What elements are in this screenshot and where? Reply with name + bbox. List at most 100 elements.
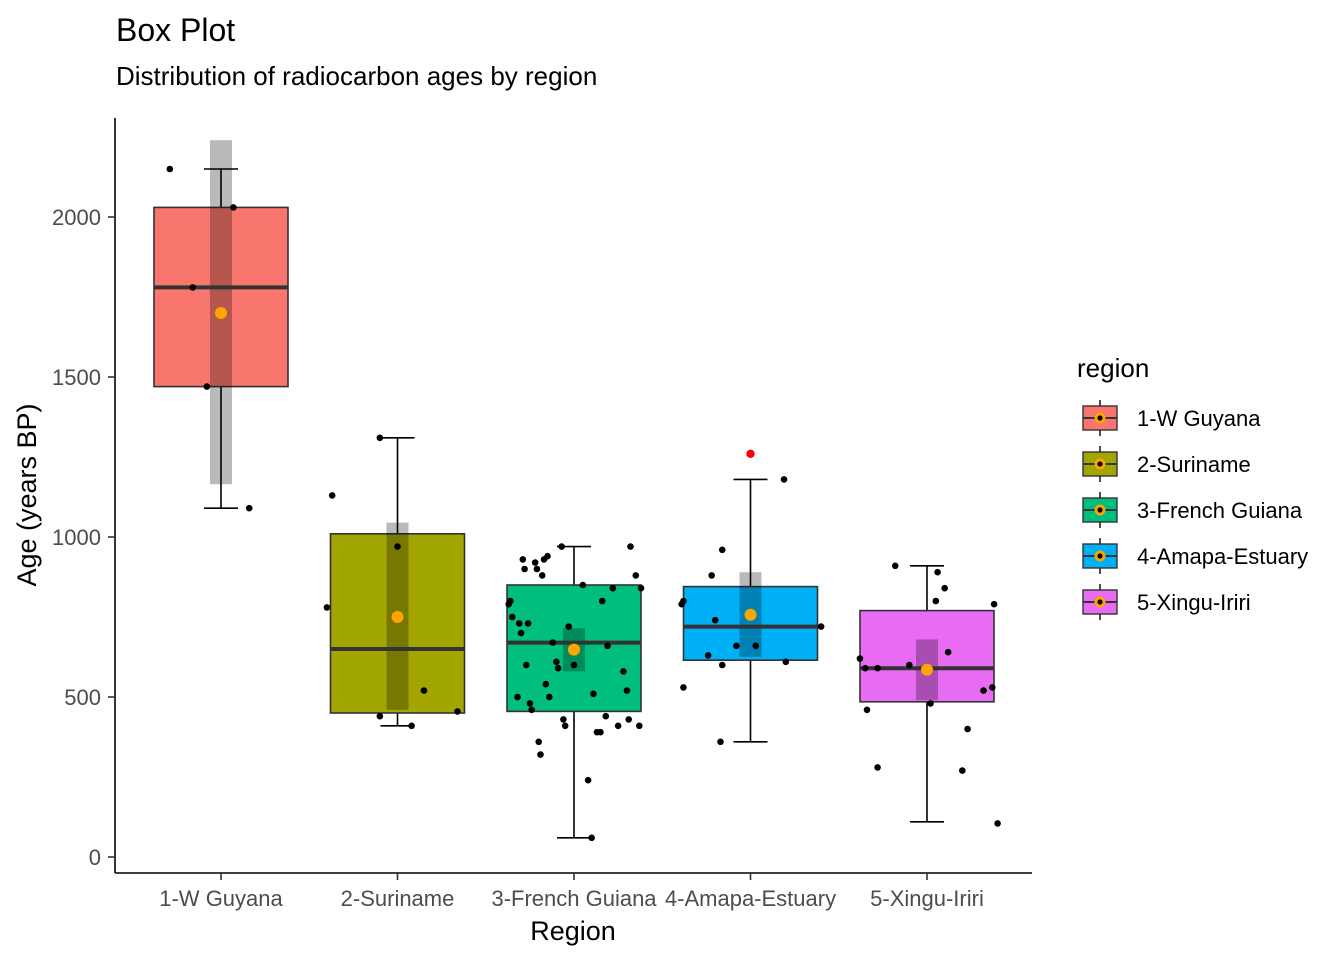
y-tick-label: 1500	[52, 365, 101, 390]
data-point	[521, 565, 528, 573]
data-point	[637, 584, 645, 592]
data-point	[680, 597, 687, 605]
data-point	[553, 658, 560, 666]
data-point	[537, 751, 544, 758]
data-point	[994, 820, 1001, 827]
data-point	[944, 648, 952, 656]
mean-point	[744, 608, 757, 621]
x-tick-label: 1-W Guyana	[159, 886, 283, 911]
legend-label: 5-Xingu-Iriri	[1137, 590, 1251, 615]
data-point	[524, 620, 532, 627]
data-point	[203, 383, 211, 390]
plot-area	[153, 140, 1001, 842]
data-point	[934, 568, 941, 576]
legend-title: region	[1077, 353, 1149, 383]
data-point	[861, 664, 869, 672]
data-point	[166, 165, 174, 173]
data-point	[598, 597, 606, 605]
data-point	[528, 706, 535, 714]
data-point	[752, 642, 760, 650]
data-point	[891, 562, 899, 570]
x-tick-label: 3-French Guiana	[491, 886, 657, 911]
data-point	[579, 581, 587, 589]
data-point	[230, 204, 237, 211]
legend-label: 2-Suriname	[1137, 452, 1251, 477]
data-point	[408, 722, 415, 730]
data-point	[604, 642, 611, 650]
data-point	[560, 716, 567, 723]
data-point	[780, 476, 788, 483]
data-point	[420, 687, 428, 694]
data-point	[561, 722, 569, 730]
data-point	[990, 600, 998, 608]
data-point	[782, 658, 790, 666]
data-point	[932, 597, 940, 605]
mean-point	[921, 663, 933, 676]
data-point	[531, 559, 539, 566]
data-point	[980, 687, 987, 694]
data-point	[376, 434, 384, 442]
data-point	[558, 543, 565, 550]
data-point	[514, 693, 521, 701]
data-point	[376, 712, 384, 720]
data-point	[614, 722, 622, 730]
legend-label: 4-Amapa-Estuary	[1137, 544, 1308, 569]
data-point	[597, 728, 604, 736]
data-point	[817, 623, 825, 630]
legend-key-point	[1097, 461, 1103, 467]
data-point	[625, 716, 633, 723]
data-point	[874, 664, 881, 672]
data-point	[927, 700, 934, 707]
data-point	[545, 693, 553, 701]
data-point	[717, 738, 724, 746]
box-2	[329, 532, 466, 714]
y-tick-label: 0	[89, 845, 101, 870]
data-point	[570, 661, 578, 669]
mean-point	[215, 307, 227, 319]
y-tick-label: 500	[64, 685, 101, 710]
data-point	[328, 492, 336, 499]
data-point	[523, 661, 530, 669]
legend: region 1-W Guyana 2-Suriname 3-French Guia…	[1077, 353, 1308, 620]
x-tick-label: 5-Xingu-Iriri	[870, 886, 984, 911]
outlier-point	[746, 449, 755, 458]
data-point	[733, 642, 740, 650]
box-1	[153, 206, 289, 388]
data-point	[538, 572, 546, 579]
data-point	[544, 552, 551, 560]
data-point	[245, 504, 253, 512]
data-point	[394, 543, 401, 550]
data-point	[906, 661, 913, 669]
data-point	[533, 565, 541, 573]
data-point	[711, 616, 719, 624]
data-point	[590, 690, 597, 698]
data-point	[602, 712, 610, 720]
data-point	[515, 620, 523, 627]
data-point	[323, 604, 331, 611]
data-point	[874, 764, 881, 771]
data-point	[718, 546, 726, 554]
data-point	[517, 629, 525, 637]
legend-key-point	[1097, 553, 1103, 559]
data-point	[549, 639, 557, 646]
data-point	[623, 687, 631, 694]
legend-key-point	[1097, 599, 1103, 605]
data-point	[588, 834, 595, 842]
data-point	[627, 543, 634, 550]
data-point	[565, 623, 573, 630]
mean-point	[391, 611, 404, 623]
y-tick-label: 1000	[52, 525, 101, 550]
legend-label: 3-French Guiana	[1137, 498, 1303, 523]
data-point	[189, 284, 197, 291]
x-tick-label: 4-Amapa-Estuary	[665, 886, 836, 911]
data-point	[636, 722, 643, 730]
data-point	[519, 556, 527, 563]
chart-title: Box Plot	[116, 12, 235, 48]
data-point	[609, 584, 617, 592]
legend-label: 1-W Guyana	[1137, 406, 1261, 431]
y-tick-label: 2000	[52, 205, 101, 230]
data-point	[584, 776, 592, 784]
mean-point	[568, 643, 580, 656]
data-point	[454, 708, 461, 715]
